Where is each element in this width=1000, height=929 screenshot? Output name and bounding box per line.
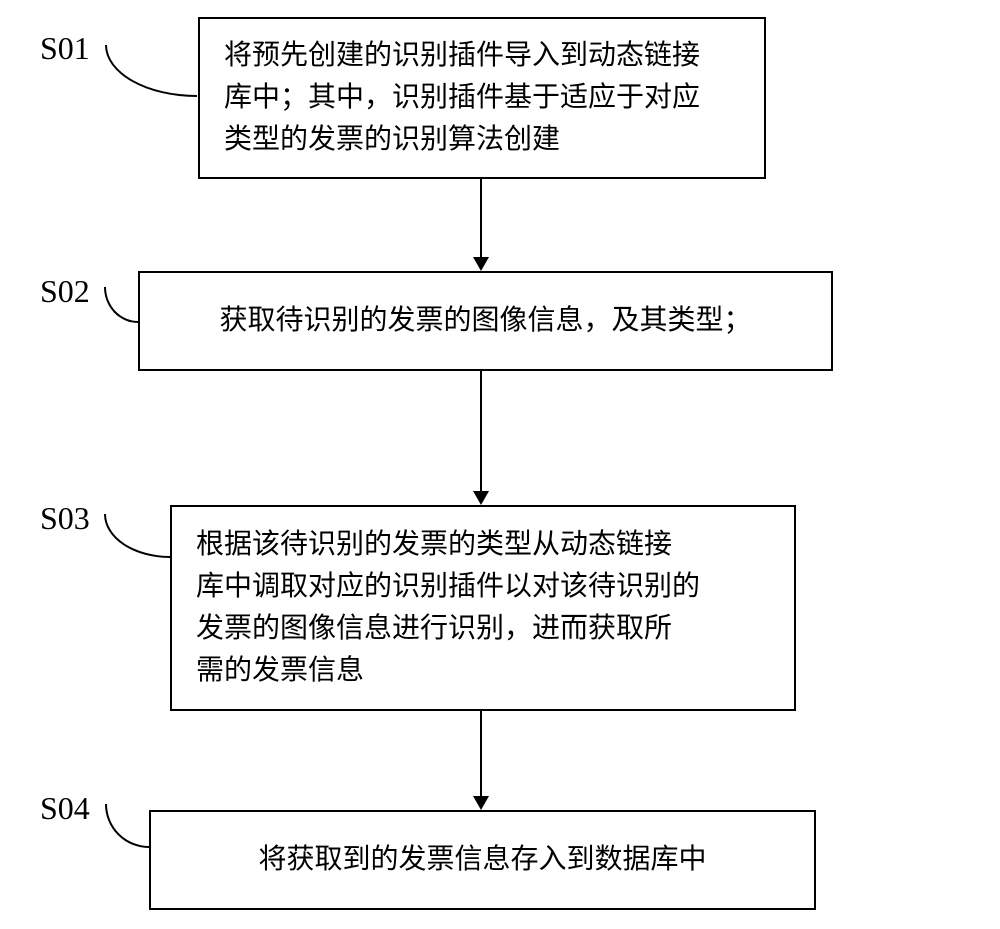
step-box-s02: 获取待识别的发票的图像信息，及其类型；: [138, 271, 833, 371]
label-connector-s01: [105, 45, 197, 97]
step-text-s04: 将获取到的发票信息存入到数据库中: [258, 839, 706, 881]
arrow-head-2: [473, 491, 489, 505]
step-box-s04: 将获取到的发票信息存入到数据库中: [149, 810, 816, 910]
label-connector-s02: [104, 287, 138, 323]
arrow-line-1: [480, 179, 482, 259]
step-text-s02: 获取待识别的发票的图像信息，及其类型；: [219, 300, 751, 342]
label-connector-s04: [105, 804, 149, 848]
step-box-s03: 根据该待识别的发票的类型从动态链接 库中调取对应的识别插件以对该待识别的 发票的…: [170, 505, 796, 711]
step-text-s01: 将预先创建的识别插件导入到动态链接 库中；其中，识别插件基于适应于对应 类型的发…: [224, 35, 700, 161]
step-label-s03: S03: [40, 500, 90, 537]
arrow-line-3: [480, 711, 482, 798]
step-box-s01: 将预先创建的识别插件导入到动态链接 库中；其中，识别插件基于适应于对应 类型的发…: [198, 17, 766, 179]
arrow-head-3: [473, 796, 489, 810]
label-connector-s03: [104, 514, 170, 558]
step-text-s03: 根据该待识别的发票的类型从动态链接 库中调取对应的识别插件以对该待识别的 发票的…: [196, 524, 700, 692]
flowchart-canvas: S01 将预先创建的识别插件导入到动态链接 库中；其中，识别插件基于适应于对应 …: [0, 0, 1000, 929]
step-label-s01: S01: [40, 30, 90, 67]
step-label-s04: S04: [40, 790, 90, 827]
arrow-line-2: [480, 371, 482, 493]
arrow-head-1: [473, 257, 489, 271]
step-label-s02: S02: [40, 273, 90, 310]
